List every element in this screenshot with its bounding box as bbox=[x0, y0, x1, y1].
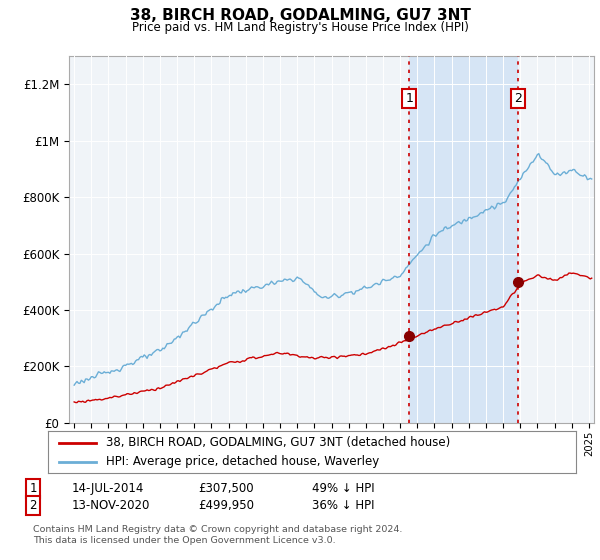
Text: 1: 1 bbox=[29, 482, 37, 496]
Text: Price paid vs. HM Land Registry's House Price Index (HPI): Price paid vs. HM Land Registry's House … bbox=[131, 21, 469, 34]
Text: 38, BIRCH ROAD, GODALMING, GU7 3NT (detached house): 38, BIRCH ROAD, GODALMING, GU7 3NT (deta… bbox=[106, 436, 451, 449]
Text: 2: 2 bbox=[29, 498, 37, 512]
Text: £499,950: £499,950 bbox=[198, 498, 254, 512]
Text: 14-JUL-2014: 14-JUL-2014 bbox=[72, 482, 145, 496]
Text: 38, BIRCH ROAD, GODALMING, GU7 3NT: 38, BIRCH ROAD, GODALMING, GU7 3NT bbox=[130, 8, 470, 24]
Text: HPI: Average price, detached house, Waverley: HPI: Average price, detached house, Wave… bbox=[106, 455, 379, 468]
Text: 13-NOV-2020: 13-NOV-2020 bbox=[72, 498, 151, 512]
Text: £307,500: £307,500 bbox=[198, 482, 254, 496]
Text: 49% ↓ HPI: 49% ↓ HPI bbox=[312, 482, 374, 496]
Text: 2: 2 bbox=[514, 92, 522, 105]
Text: 1: 1 bbox=[406, 92, 413, 105]
Bar bbox=[409, 56, 518, 423]
Text: Contains HM Land Registry data © Crown copyright and database right 2024.
This d: Contains HM Land Registry data © Crown c… bbox=[33, 525, 403, 545]
Text: 36% ↓ HPI: 36% ↓ HPI bbox=[312, 498, 374, 512]
